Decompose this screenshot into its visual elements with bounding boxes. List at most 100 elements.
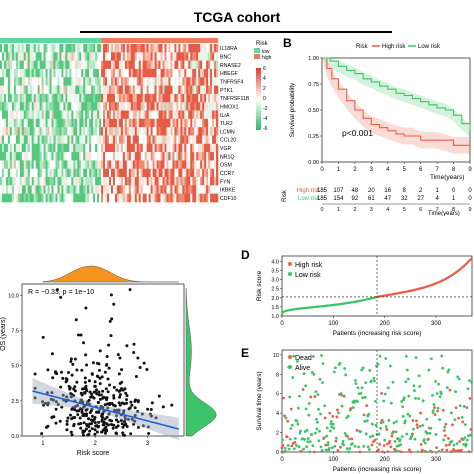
heatmap-cell [55, 93, 58, 103]
risk-table-value: 47 [384, 196, 391, 202]
heatmap-cell [85, 135, 88, 145]
survtime-point [463, 436, 467, 440]
heatmap-cell [216, 93, 219, 103]
heatmap-cell [188, 135, 191, 145]
heatmap-cell [13, 85, 17, 95]
heatmap-cell [136, 118, 140, 128]
heatmap-cell [216, 102, 219, 111]
heatmap-cell [83, 193, 86, 203]
heatmap-cell [200, 143, 203, 153]
heatmap-cell [198, 77, 201, 86]
heatmap-cell [69, 85, 72, 95]
heatmap-cell [13, 152, 17, 161]
heatmap-cell [59, 193, 62, 203]
heatmap-cell [69, 77, 72, 86]
heatmap-cell [210, 102, 213, 111]
heatmap-cell [11, 44, 15, 53]
heatmap-cell [184, 52, 187, 61]
heatmap-cell [45, 52, 48, 61]
heatmap-cell [158, 85, 161, 95]
heatmap-cell [192, 44, 195, 53]
heatmap-cell [105, 44, 108, 53]
survtime-point [341, 439, 345, 443]
heatmap-cell [97, 44, 100, 53]
heatmap-cell [178, 135, 181, 145]
heatmap-cell [5, 143, 9, 153]
heatmap-cell [109, 77, 112, 86]
heatmap-cell [182, 160, 185, 170]
heatmap-cell [61, 168, 64, 178]
heatmap-cell [216, 177, 219, 186]
heatmap-cell [188, 60, 191, 70]
heatmap-cell [138, 102, 142, 111]
survtime-point [465, 406, 469, 410]
heatmap-cell [97, 177, 100, 186]
heatmap-cell [87, 193, 90, 203]
heatmap-cell [118, 135, 122, 145]
heatmap-cell [91, 177, 94, 186]
heatmap-gene-label: TLR2 [220, 121, 233, 127]
corr-point [70, 417, 74, 421]
heatmap-cell [29, 152, 33, 161]
heatmap-cell [47, 44, 50, 53]
risk-table-xtick: 3 [370, 207, 373, 213]
survtime-point [383, 392, 387, 396]
heatmap-cell [65, 110, 68, 120]
heatmap-cell [23, 85, 27, 95]
heatmap-cell [27, 60, 31, 70]
corr-point [70, 433, 74, 437]
heatmap-cell [15, 52, 19, 61]
heatmap-cell [190, 168, 193, 178]
heatmap-cell [190, 68, 193, 78]
heatmap-cell [41, 135, 44, 145]
heatmap-cell [158, 185, 161, 194]
survtime-point [348, 447, 352, 450]
heatmap-cell [176, 160, 179, 170]
heatmap-cell [9, 160, 13, 170]
heatmap-cell [85, 168, 88, 178]
heatmap-cell [41, 143, 44, 153]
heatmap-cell [57, 102, 60, 111]
heatmap-cell [49, 135, 52, 145]
heatmap-cell [170, 60, 173, 70]
heatmap-cell [210, 60, 213, 70]
heatmap-cell [142, 193, 145, 203]
heatmap-cell [79, 52, 82, 61]
corr-ytick-label: 5.0 [11, 364, 19, 370]
heatmap-cell [198, 185, 201, 194]
heatmap-cell [188, 68, 191, 78]
heatmap-cell [124, 52, 128, 61]
heatmap-cell [37, 102, 40, 111]
heatmap-cell [160, 168, 163, 178]
heatmap-cell [49, 118, 52, 128]
heatmap-cell [200, 77, 203, 86]
heatmap-cell [17, 185, 21, 194]
heatmap-gene-label: RNASE2 [220, 63, 241, 69]
risk-table-xtick: 7 [436, 207, 439, 213]
heatmap-cell [180, 68, 183, 78]
heatmap-cell [214, 118, 217, 128]
heatmap-cell [164, 168, 167, 178]
risk-table-value: 107 [333, 188, 344, 194]
heatmap-cell [1, 152, 5, 161]
corr-point [84, 387, 88, 391]
heatmap-cell [25, 52, 29, 61]
survival-ytick-label: 1.00 [308, 56, 319, 62]
heatmap-cell [11, 143, 15, 153]
heatmap-cell [17, 110, 21, 120]
heatmap-cell [160, 193, 163, 203]
risk-legend-low-swatch [288, 272, 292, 276]
heatmap-cell [13, 68, 17, 78]
heatmap-cell [99, 44, 102, 53]
corr-point [109, 334, 113, 338]
heatmap-cell [158, 135, 161, 145]
heatmap-cell [107, 135, 110, 145]
corr-point [88, 422, 92, 426]
heatmap-cell [15, 185, 19, 194]
heatmap-cell [45, 110, 48, 120]
heatmap-cell [67, 102, 70, 111]
heatmap-cell [53, 118, 56, 128]
heatmap-cell [59, 152, 62, 161]
heatmap-cell [105, 93, 108, 103]
heatmap-cell [200, 68, 203, 78]
